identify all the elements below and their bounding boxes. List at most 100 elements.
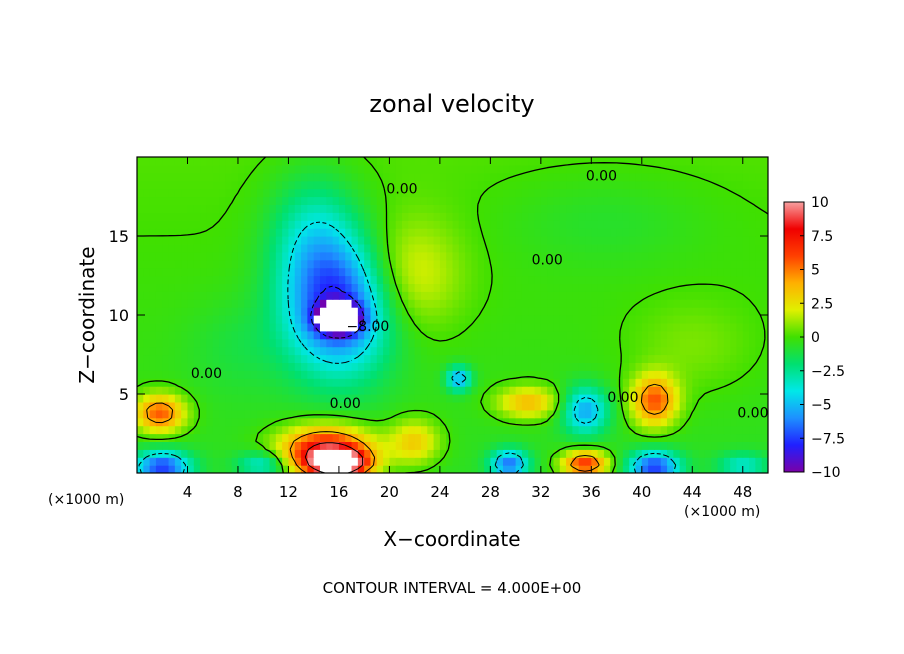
field-cell [338, 417, 346, 427]
field-cell [673, 394, 681, 403]
field-cell [326, 307, 334, 316]
field-cell [313, 251, 321, 261]
field-cell [219, 172, 226, 182]
field-cell [458, 322, 466, 332]
field-cell [471, 307, 479, 316]
field-cell [616, 425, 624, 435]
field-cell [704, 236, 712, 245]
field-cell [187, 401, 195, 411]
field-cell [307, 196, 315, 205]
field-cell [225, 362, 233, 371]
field-cell [585, 267, 592, 277]
field-cell [704, 243, 712, 253]
field-cell [698, 180, 706, 190]
field-cell [553, 291, 561, 300]
field-cell [162, 259, 170, 269]
field-cell [427, 457, 435, 466]
field-cell [509, 409, 517, 419]
field-cell [338, 449, 346, 458]
field-cell [345, 259, 353, 269]
field-cell [319, 386, 327, 395]
field-cell [288, 409, 296, 419]
field-cell [572, 180, 580, 190]
field-cell [326, 401, 334, 411]
field-cell [490, 283, 498, 292]
field-cell [502, 267, 510, 277]
field-cell [174, 441, 182, 450]
field-cell [282, 220, 290, 229]
field-cell [389, 283, 397, 292]
field-cell [420, 433, 428, 442]
field-cell [402, 228, 409, 237]
field-cell [465, 157, 473, 166]
field-cell [439, 362, 447, 371]
field-cell [704, 275, 712, 284]
field-cell [616, 259, 624, 269]
field-cell [275, 259, 283, 269]
field-cell [704, 307, 712, 316]
field-cell [471, 283, 479, 292]
field-cell [168, 362, 176, 371]
field-cell [269, 212, 277, 221]
field-cell [357, 409, 365, 419]
field-cell [496, 228, 504, 237]
field-cell [509, 275, 517, 284]
field-cell [275, 425, 283, 435]
field-cell [206, 220, 214, 229]
field-cell [477, 370, 485, 379]
field-cell [641, 457, 649, 466]
field-cell [263, 338, 271, 348]
field-cell [174, 204, 182, 213]
field-cell [761, 378, 768, 387]
field-cell [263, 259, 271, 269]
field-cell [755, 196, 763, 205]
field-cell [711, 338, 719, 348]
field-cell [515, 433, 523, 442]
field-cell [496, 236, 504, 245]
field-cell [313, 378, 321, 387]
field-cell [263, 346, 271, 356]
field-cell [698, 267, 706, 277]
field-cell [414, 322, 422, 332]
field-cell [742, 291, 750, 300]
field-cell [641, 283, 649, 292]
field-cell [193, 394, 201, 403]
field-cell [742, 299, 750, 308]
field-cell [433, 346, 441, 356]
field-cell [168, 251, 176, 261]
field-cell [509, 465, 517, 473]
field-cell [635, 417, 643, 427]
field-cell [572, 449, 580, 458]
field-cell [364, 401, 372, 411]
field-cell [471, 220, 479, 229]
field-cell [515, 370, 523, 379]
field-cell [654, 243, 662, 253]
field-cell [679, 441, 687, 450]
field-cell [313, 259, 321, 269]
field-cell [484, 433, 491, 442]
field-cell [370, 251, 378, 261]
field-cell [357, 236, 365, 245]
field-cell [572, 465, 580, 473]
field-cell [174, 457, 182, 466]
field-cell [244, 275, 252, 284]
field-cell [585, 322, 592, 332]
field-cell [704, 283, 712, 292]
field-cell [181, 401, 189, 411]
field-cell [187, 354, 195, 363]
field-cell [351, 172, 359, 182]
field-cell [679, 267, 687, 277]
field-cell [603, 362, 611, 371]
field-cell [250, 465, 258, 473]
colorbar-tick-label: −7.5 [811, 431, 845, 447]
field-cell [591, 457, 599, 466]
field-cell [597, 259, 605, 269]
field-cell [383, 322, 390, 332]
field-cell [364, 465, 372, 473]
field-cell [553, 307, 561, 316]
field-cell [137, 401, 144, 411]
field-cell [635, 457, 643, 466]
field-cell [723, 409, 731, 419]
field-cell [168, 243, 176, 253]
field-cell [402, 220, 409, 229]
